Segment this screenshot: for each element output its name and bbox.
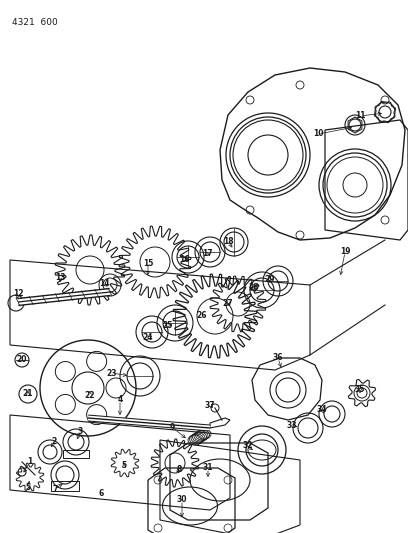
- Text: 32: 32: [243, 441, 253, 450]
- Text: 21: 21: [23, 390, 33, 399]
- Text: 28: 28: [249, 284, 259, 293]
- Text: 27: 27: [223, 300, 233, 309]
- Text: 35: 35: [355, 385, 365, 394]
- Text: 11: 11: [355, 111, 365, 120]
- Text: 24: 24: [143, 334, 153, 343]
- Text: 3: 3: [78, 427, 83, 437]
- Text: 37: 37: [205, 400, 215, 409]
- Text: 5: 5: [122, 462, 126, 471]
- Text: 5: 5: [25, 482, 31, 491]
- Text: 25: 25: [163, 320, 173, 329]
- Bar: [51, 481, 79, 491]
- Text: 34: 34: [317, 406, 327, 415]
- Text: 29: 29: [265, 274, 275, 284]
- Text: 14: 14: [99, 279, 109, 288]
- Text: 13: 13: [55, 273, 65, 282]
- Text: 18: 18: [223, 237, 233, 246]
- Text: 6: 6: [98, 489, 104, 498]
- Text: 36: 36: [273, 353, 283, 362]
- Text: 23: 23: [107, 368, 117, 377]
- Text: 4: 4: [118, 395, 123, 405]
- Text: 33: 33: [287, 421, 297, 430]
- Text: 4321  600: 4321 600: [12, 18, 58, 27]
- Text: 22: 22: [85, 391, 95, 400]
- Text: 19: 19: [340, 247, 350, 256]
- Text: 30: 30: [177, 496, 187, 505]
- Bar: [63, 450, 89, 458]
- Text: 16: 16: [179, 254, 189, 263]
- Text: 17: 17: [202, 249, 212, 259]
- Text: 15: 15: [143, 259, 153, 268]
- Text: 10: 10: [313, 130, 323, 139]
- Text: 12: 12: [13, 289, 23, 298]
- Text: 1: 1: [27, 457, 33, 466]
- Text: 2: 2: [51, 437, 57, 446]
- Text: 8: 8: [176, 464, 182, 473]
- Text: 20: 20: [17, 356, 27, 365]
- Text: 31: 31: [203, 464, 213, 472]
- Text: 26: 26: [197, 311, 207, 320]
- Text: 7: 7: [52, 484, 58, 494]
- Text: 9: 9: [169, 423, 175, 432]
